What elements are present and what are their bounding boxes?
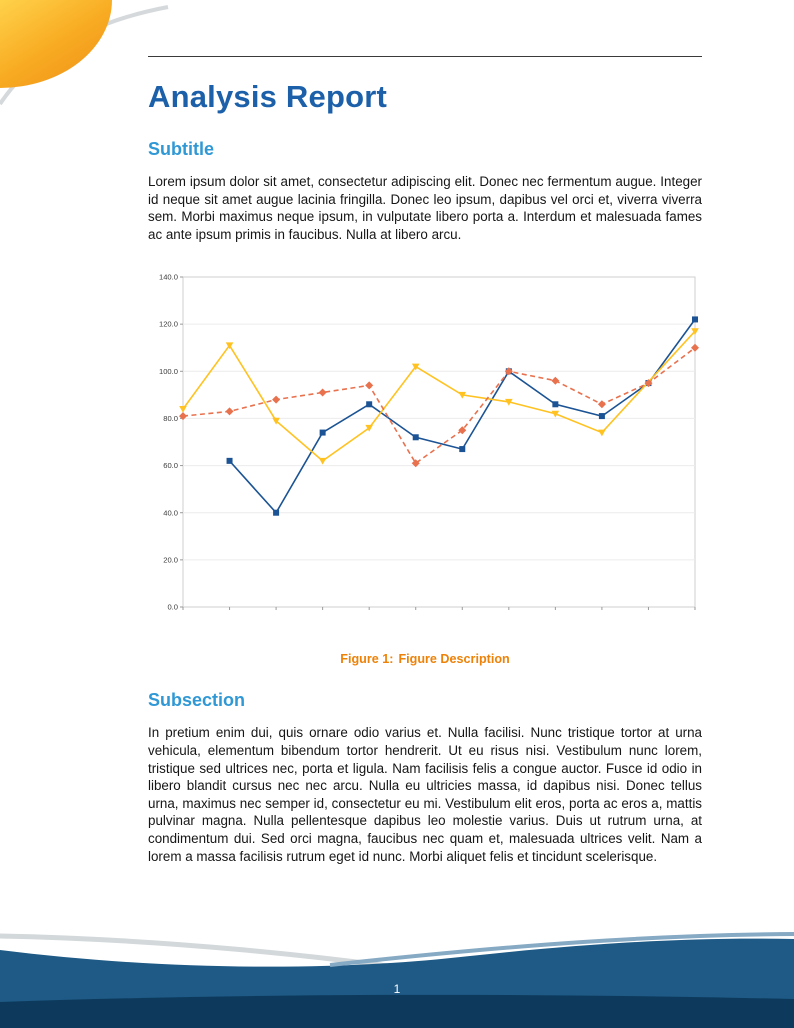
svg-text:20.0: 20.0 <box>163 556 178 565</box>
footer-wave-decoration <box>0 932 794 1028</box>
figure-caption-text: Figure Description <box>398 652 510 667</box>
svg-text:0.0: 0.0 <box>167 603 178 612</box>
page-title: Analysis Report <box>148 79 388 114</box>
subsection-paragraph: In pretium enim dui, quis ornare odio va… <box>148 725 702 864</box>
svg-text:140.0: 140.0 <box>159 273 178 282</box>
svg-text:60.0: 60.0 <box>163 462 178 471</box>
svg-text:100.0: 100.0 <box>159 367 178 376</box>
section-heading-subsection: Subsection <box>148 690 246 711</box>
figure-1: 0.0 20.0 40.0 60.0 80.0 100.0 120.0 140.0 Figur… <box>148 269 702 666</box>
footer: 1 <box>0 906 794 1028</box>
svg-text:120.0: 120.0 <box>159 320 178 329</box>
footer-navy-band <box>0 994 794 1028</box>
top-rule <box>148 56 702 57</box>
figure-caption-label: Figure 1: <box>340 652 394 667</box>
section-heading-subtitle: Subtitle <box>148 139 214 159</box>
line-chart: 0.0 20.0 40.0 60.0 80.0 100.0 120.0 140.0 <box>149 269 701 620</box>
page-content: Analysis Report Subtitle Lorem ipsum dol… <box>148 56 702 864</box>
page-number: 1 <box>393 982 401 996</box>
svg-text:40.0: 40.0 <box>163 509 178 518</box>
svg-text:80.0: 80.0 <box>163 414 178 423</box>
figure-caption: Figure 1: Figure Description <box>148 652 702 666</box>
intro-paragraph: Lorem ipsum dolor sit amet, consectetur … <box>148 174 702 242</box>
footer-light-blue-arc <box>329 932 794 967</box>
